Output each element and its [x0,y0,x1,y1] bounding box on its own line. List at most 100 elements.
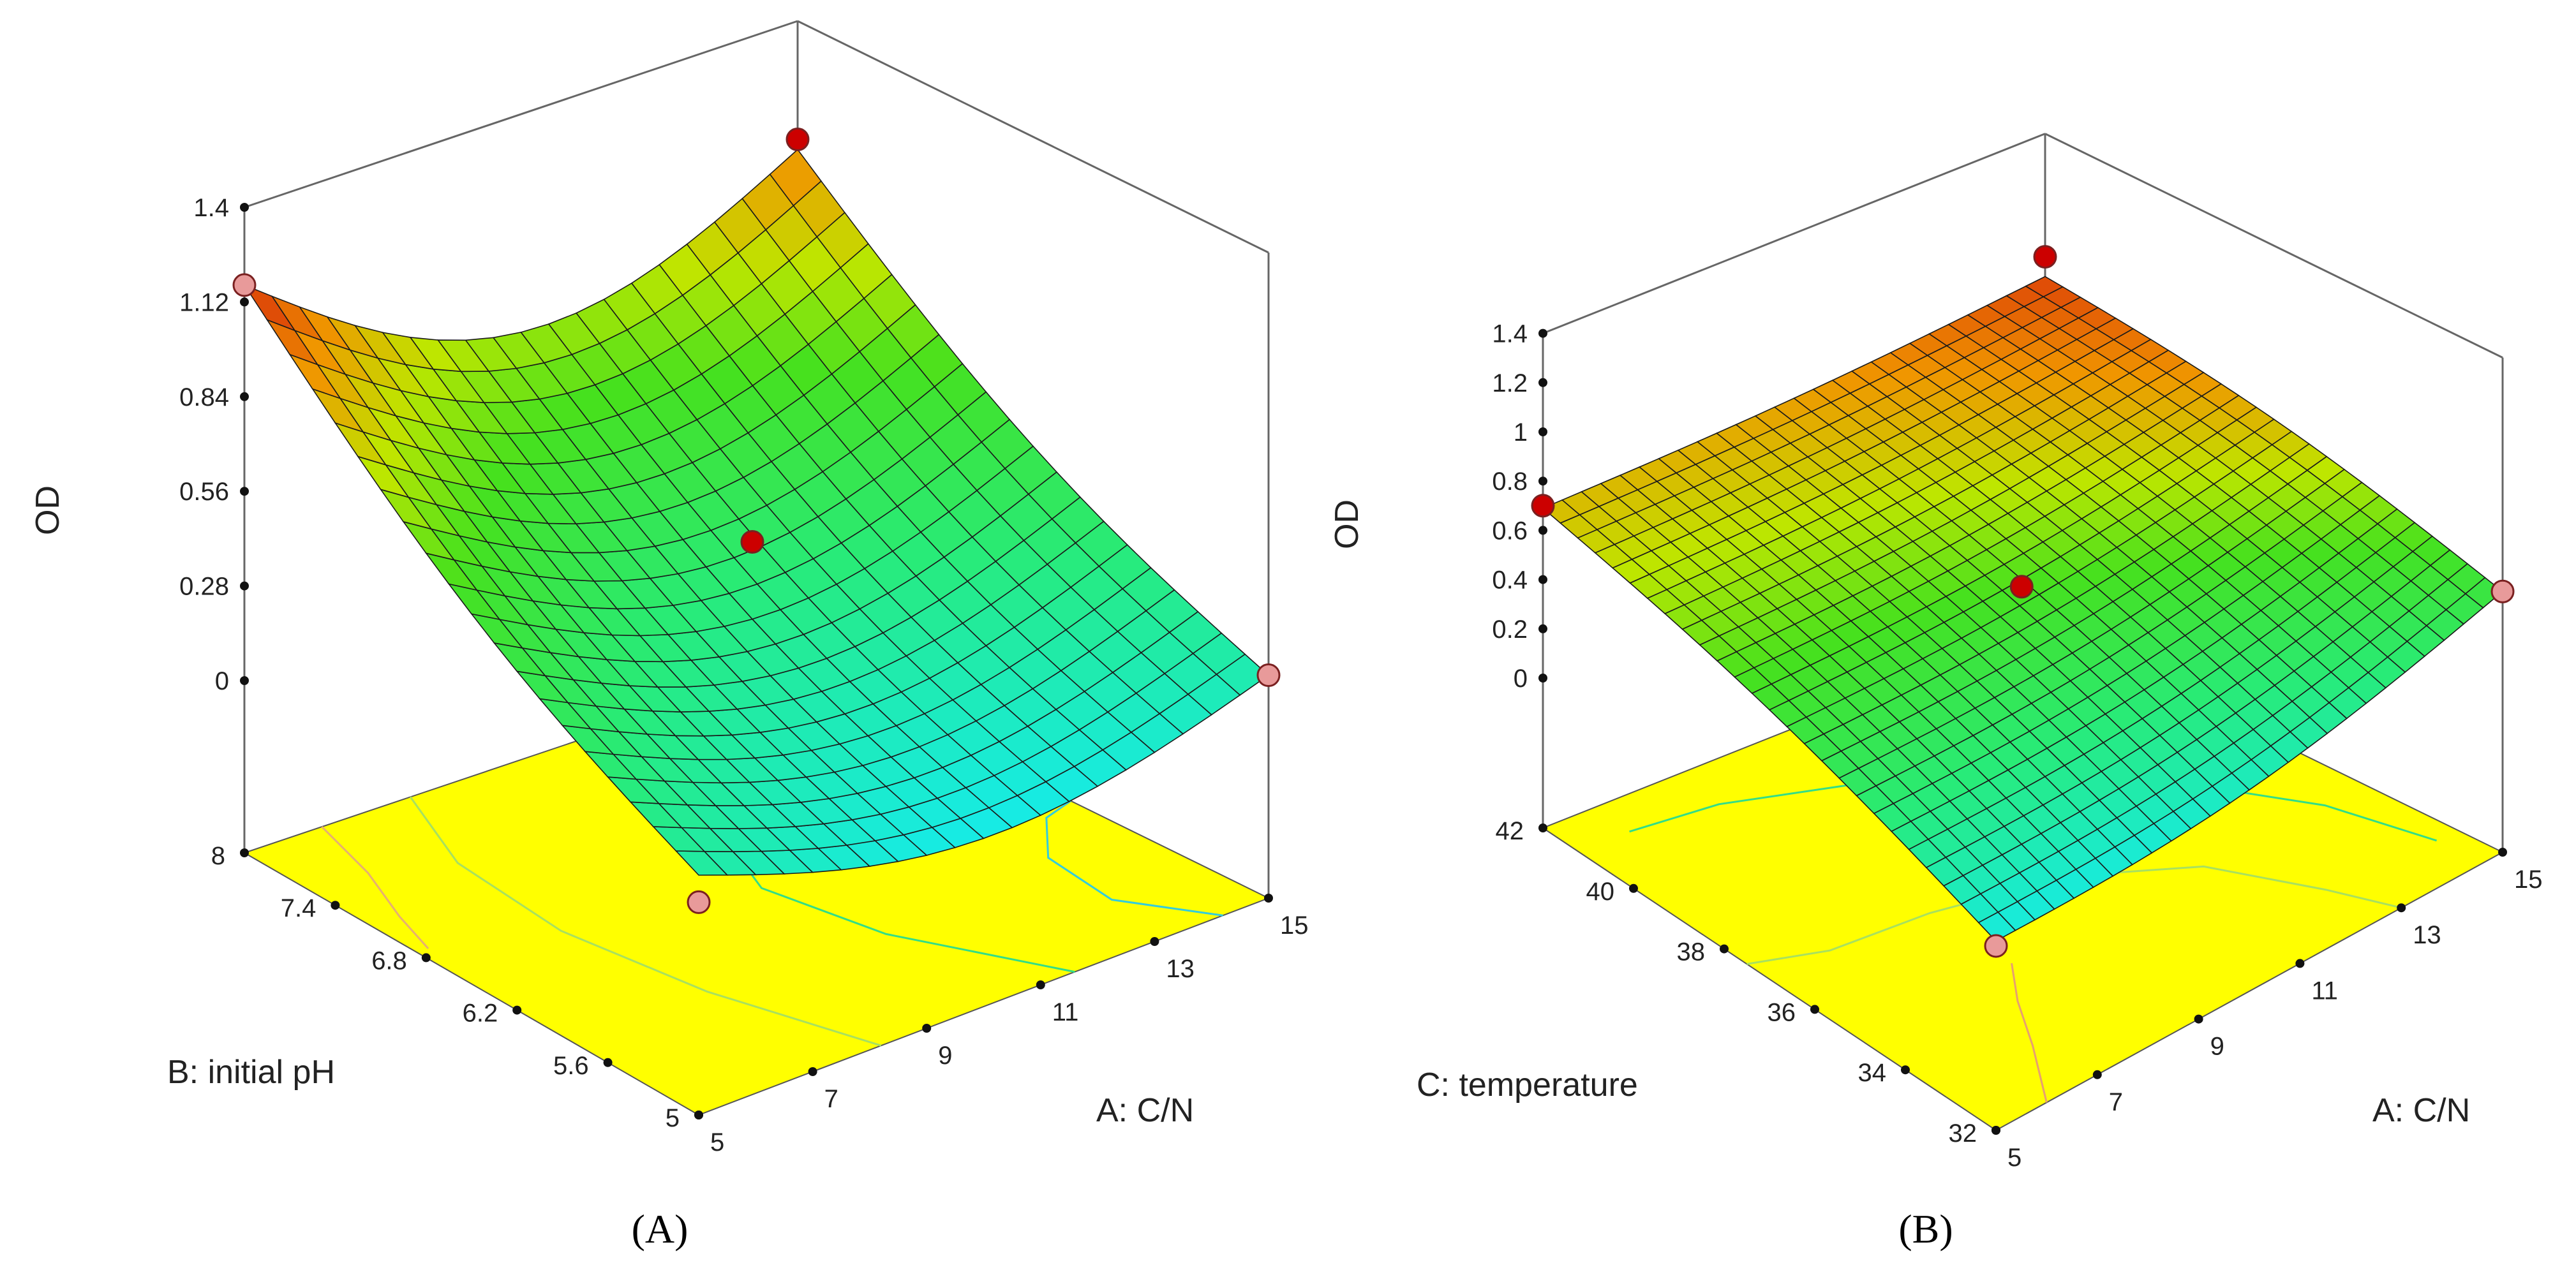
panel-b-x-tick-label: 9 [2210,1033,2224,1061]
panel-b-x-axis-title: A: C/N [2372,1092,2470,1129]
panel-a-x-axis-ticks: 5 7 9 11 13 15 [694,894,1309,1156]
panel-a-contour-line [409,796,882,1047]
panel-b-z-tick-mark [1538,476,1547,486]
panel-a-y-tick-mark [240,848,249,857]
panel-a-z-tick-label: 1.12 [179,288,229,316]
panel-a-y-tick-mark [421,953,431,963]
panel-b-y-tick-label: 34 [1858,1059,1887,1087]
panel-a-z-tick-mark [240,487,249,496]
panel-a-x-tick-mark [1036,980,1045,989]
panel-a-x-tick-label: 7 [824,1085,838,1113]
panel-b-y-tick-mark [1901,1065,1910,1075]
panel-a-x-tick-mark [1264,894,1273,903]
panel-a-x-tick-label: 15 [1280,912,1309,940]
panel-a-contour-line [1045,800,1223,917]
panel-b-design-point [2009,575,2034,599]
panel-a-z-tick-label: 0.56 [179,478,229,506]
panel-a-z-tick-label: 0.28 [179,573,229,601]
panel-a-z-tick-mark [240,392,249,401]
panel-a-z-axis-title: OD [29,485,66,535]
panel-a-x-tick-label: 13 [1166,955,1195,983]
panel-a-design-point [687,890,711,914]
panel-b-z-tick-label: 0 [1514,665,1528,693]
panel-b-z-tick-mark [1538,575,1547,584]
panel-b-x-tick-mark [2194,1014,2203,1024]
panel-a-z-tick-mark [240,676,249,685]
panel-b-x-tick-mark [2092,1070,2102,1079]
panel-a-x-tick-mark [922,1024,932,1033]
panel-a-y-axis-ticks: 5 5.6 6.2 6.8 7.4 8 [211,842,703,1132]
panel-a-label: (A) [632,1206,689,1252]
panel-b-y-tick-mark [1720,944,1729,954]
panel-b-surface-cell [2025,276,2064,298]
panel-b-z-tick-label: 1.2 [1492,369,1528,397]
panel-b-z-tick-label: 1.4 [1492,320,1528,348]
panel-b-y-tick-mark [1629,883,1638,893]
panel-b-z-tick-label: 0.6 [1492,517,1528,545]
panel-b-z-tick-mark [1538,674,1547,683]
panel-b-x-tick-label: 7 [2109,1088,2123,1116]
panel-a-z-tick-label: 1.4 [193,194,229,222]
panel-a-y-tick-label: 8 [211,842,225,870]
panel-a-y-tick-mark [603,1058,613,1067]
panel-a-response-surface [242,149,1270,876]
panel-b-y-tick-mark [1538,823,1547,832]
panel-a-z-tick-mark [240,581,249,591]
panel-a-box-edge [797,20,1269,254]
panel-b-z-axis-ticks: 0 0.2 0.4 0.6 0.8 1 1.2 1.4 [1492,320,1547,693]
panel-a-z-tick-mark [240,297,249,307]
panel-a-z-axis-ticks: 0 0.28 0.56 0.84 1.12 1.4 [179,194,249,695]
panel-b-x-tick-label: 15 [2514,866,2543,894]
panel-b-x-tick-mark [2295,959,2305,968]
panel-b-x-tick-mark [1992,1126,2000,1135]
panel-a-z-tick-mark [240,203,249,212]
panel-b-z-axis-title: OD [1329,499,1366,549]
panel-b-x-tick-mark [2397,903,2406,913]
panel-a-design-point [232,273,257,297]
panel-b-z-tick-mark [1538,427,1547,436]
panel-a-y-tick-label: 5 [666,1104,680,1132]
panel-a-y-tick-label: 7.4 [281,894,316,922]
panel-a-y-tick-mark [512,1005,522,1015]
panel-a-x-tick-label: 5 [710,1128,724,1156]
panel-b-z-tick-label: 0.4 [1492,566,1528,594]
panel-b-design-point [2033,245,2057,269]
panel-a-x-axis-title: A: C/N [1096,1092,1194,1129]
panel-b-contour-line [2011,963,2048,1103]
panel-b-x-tick-label: 5 [2007,1144,2021,1172]
panel-b-y-axis-title: C: temperature [1417,1067,1638,1104]
panel-a-y-tick-label: 5.6 [553,1052,589,1080]
panel-b-design-point [1531,494,1555,518]
panel-b-x-tick-mark [2498,848,2507,857]
panel-a: 0 0.28 0.56 0.84 1.12 1.4 5 5.6 6.2 6.8 7.4 8 5 7 9 1… [29,20,1309,1252]
panel-a-x-tick-mark [808,1067,817,1076]
panel-a-contour-line [321,826,429,949]
panel-b-box-edge [1542,133,2046,334]
panel-b-design-point [2490,579,2515,603]
panel-a-y-tick-label: 6.8 [371,947,407,975]
panel-a-box-edge [244,20,798,209]
panel-b-z-tick-mark [1538,526,1547,535]
panel-b-x-tick-label: 11 [2311,977,2338,1005]
panel-b-y-tick-label: 42 [1496,817,1524,845]
panel-b-y-tick-mark [1810,1005,1819,1014]
panel-b-x-axis-ticks: 5 7 9 11 13 15 [1992,848,2543,1172]
panel-a-y-tick-mark [331,901,340,910]
panel-b-z-tick-mark [1538,378,1547,387]
panel-b-y-tick-label: 36 [1768,998,1796,1026]
panel-b-y-tick-label: 40 [1586,878,1615,906]
panel-a-x-tick-mark [1150,937,1159,946]
panel-b-box-edge [2044,133,2503,358]
panel-a-z-tick-label: 0 [215,667,229,695]
panel-b-z-tick-label: 1 [1514,418,1528,447]
panel-b: 0 0.2 0.4 0.6 0.8 1 1.2 1.4 32 34 36 38 40 42 5 7 9 11 1… [1329,133,2543,1252]
panel-b-label: (B) [1898,1206,1953,1252]
panel-a-x-tick-mark [694,1111,703,1119]
panel-a-design-point [740,530,764,554]
panel-b-design-point [1984,934,2008,958]
panel-a-y-tick-label: 6.2 [463,1000,498,1028]
panel-a-x-tick-label: 11 [1052,998,1079,1026]
panel-a-design-point [1256,663,1281,687]
panel-a-x-tick-label: 9 [938,1042,952,1070]
